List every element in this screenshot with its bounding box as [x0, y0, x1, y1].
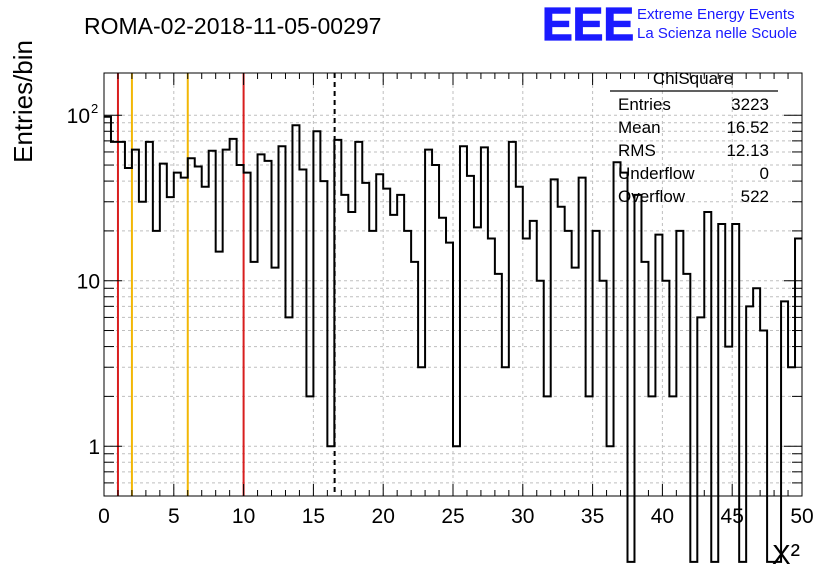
- x-tick-label: 20: [372, 505, 395, 528]
- axis-ticks: [103, 73, 803, 497]
- y-axis-label: Entries/bin: [8, 40, 38, 163]
- stats-label-underflow: Underflow: [618, 164, 695, 183]
- x-tick-label: 0: [98, 505, 110, 528]
- stats-label-rms: RMS: [618, 141, 656, 160]
- x-tick-label: 35: [581, 505, 604, 528]
- logo-line-1: Extreme Energy Events: [637, 6, 795, 23]
- x-tick-label: 25: [441, 505, 464, 528]
- x-tick-label: 10: [232, 505, 255, 528]
- y-tick-label-exponent: 2: [91, 101, 98, 116]
- histogram-outline: [104, 115, 802, 563]
- logo-line-2: La Scienza nelle Scuole: [637, 25, 797, 42]
- stats-label-overflow: Overflow: [618, 187, 686, 206]
- logo-eee-text: EEE: [542, 0, 634, 50]
- eee-logo: EEE Extreme Energy Events La Scienza nel…: [541, 0, 797, 51]
- x-tick-label: 45: [721, 505, 744, 528]
- reference-lines: [116, 73, 336, 496]
- stats-value-mean: 16.52: [726, 118, 769, 137]
- stats-value-rms: 12.13: [726, 141, 769, 160]
- x-tick-label: 50: [790, 505, 813, 528]
- y-tick-label: 10: [67, 105, 90, 128]
- stats-label-entries: Entries: [618, 95, 671, 114]
- y-tick-label: 10: [77, 271, 100, 294]
- run-title: ROMA-02-2018-11-05-00297: [84, 13, 381, 39]
- stats-label-mean: Mean: [618, 118, 661, 137]
- y-tick-label: 1: [88, 436, 100, 459]
- stats-value-entries: 3223: [731, 95, 769, 114]
- x-tick-label: 5: [168, 505, 180, 528]
- stats-box: ChiSquare Entries 3223 Mean 16.52 RMS 12…: [610, 69, 778, 206]
- stats-title: ChiSquare: [653, 69, 733, 88]
- stats-value-overflow: 522: [741, 187, 769, 206]
- x-tick-label: 30: [511, 505, 534, 528]
- x-axis-label: X²: [772, 539, 800, 570]
- x-tick-label: 40: [651, 505, 674, 528]
- x-tick-label: 15: [302, 505, 325, 528]
- x-tick-labels: 0 5 10 15 20 25 30 35 40 45 50: [98, 505, 814, 528]
- stats-value-underflow: 0: [760, 164, 769, 183]
